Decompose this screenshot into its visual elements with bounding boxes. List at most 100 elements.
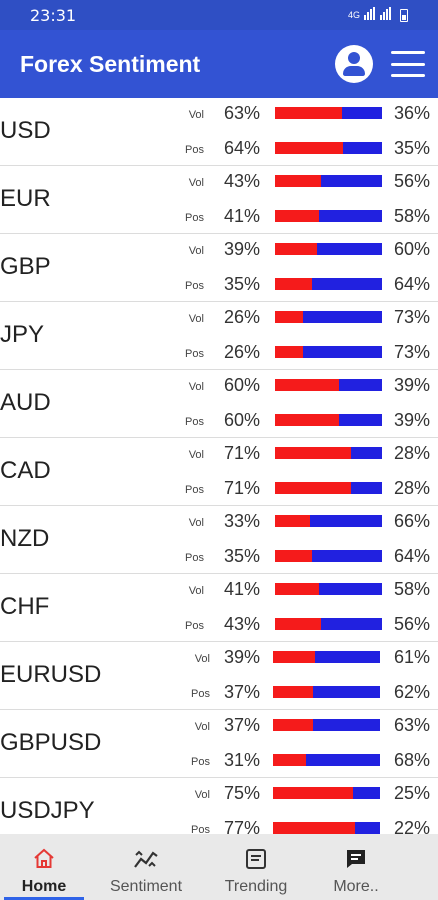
app-bar: Forex Sentiment [0, 30, 438, 98]
currency-name: CHF [0, 593, 50, 620]
pos-sentiment-bar [275, 482, 382, 494]
status-icons: 4G [348, 7, 408, 23]
pos-label: Pos [185, 552, 204, 564]
vol-long-percent: 39% [224, 239, 261, 259]
vol-label: Vol [188, 177, 204, 189]
pos-long-percent: 35% [224, 274, 261, 294]
currency-row[interactable]: AUD Vol 60% 39% Pos 60% 39% [0, 370, 438, 438]
vol-sentiment-bar [273, 787, 380, 799]
volume-line: Vol 33% 66% [0, 511, 438, 533]
vol-long-fill [275, 515, 311, 527]
pos-sentiment-bar [273, 754, 380, 766]
pos-label: Pos [185, 348, 204, 360]
vol-long-percent: 60% [224, 375, 261, 395]
pos-sentiment-bar [275, 346, 382, 358]
volume-line: Vol 63% 36% [0, 103, 438, 125]
volume-line: Vol 60% 39% [0, 375, 438, 397]
volume-line: Vol 37% 63% [0, 715, 438, 737]
currency-row[interactable]: JPY Vol 26% 73% Pos 26% 73% [0, 302, 438, 370]
vol-label: Vol [188, 585, 204, 597]
vol-long-percent: 63% [224, 103, 261, 123]
pos-long-fill [273, 754, 307, 766]
pos-long-percent: 35% [224, 546, 261, 566]
currency-row[interactable]: EURUSD Vol 39% 61% Pos 37% 62% [0, 642, 438, 710]
pos-long-fill [275, 142, 344, 154]
pos-label: Pos [185, 620, 204, 632]
vol-sentiment-bar [275, 447, 382, 459]
vol-sentiment-bar [275, 175, 382, 187]
position-line: Pos 43% 56% [0, 614, 438, 636]
currency-row[interactable]: GBPUSD Vol 37% 63% Pos 31% 68% [0, 710, 438, 778]
pos-long-percent: 26% [224, 342, 261, 362]
vol-sentiment-bar [275, 379, 382, 391]
pos-long-fill [275, 414, 340, 426]
pos-sentiment-bar [275, 142, 382, 154]
currency-name: EUR [0, 185, 51, 212]
nav-trending[interactable]: Trending [204, 834, 308, 900]
bottom-nav: Home Sentiment Trending More.. [0, 834, 438, 900]
nav-sentiment-label: Sentiment [109, 878, 183, 895]
pos-long-fill [273, 686, 313, 698]
position-line: Pos 71% 28% [0, 478, 438, 500]
position-line: Pos 35% 64% [0, 546, 438, 568]
vol-long-fill [275, 175, 321, 187]
currency-row[interactable]: USDJPY Vol 75% 25% Pos 77% 22% [0, 778, 438, 834]
battery-icon [400, 8, 408, 22]
currency-name: GBP [0, 253, 51, 280]
pos-sentiment-bar [275, 618, 382, 630]
currency-row[interactable]: NZD Vol 33% 66% Pos 35% 64% [0, 506, 438, 574]
sentiment-list[interactable]: USD Vol 63% 36% Pos 64% 35% EUR Vol 43% … [0, 98, 438, 834]
vol-sentiment-bar [275, 515, 382, 527]
pos-short-percent: 62% [394, 682, 431, 702]
position-line: Pos 64% 35% [0, 138, 438, 160]
volume-line: Vol 75% 25% [0, 783, 438, 805]
vol-short-percent: 56% [394, 171, 431, 191]
pos-short-percent: 64% [394, 546, 431, 566]
currency-row[interactable]: EUR Vol 43% 56% Pos 41% 58% [0, 166, 438, 234]
currency-name: CAD [0, 457, 51, 484]
signal-icon [364, 7, 376, 23]
pos-short-percent: 68% [394, 750, 431, 770]
nav-home[interactable]: Home [0, 834, 88, 900]
currency-row[interactable]: USD Vol 63% 36% Pos 64% 35% [0, 98, 438, 166]
vol-long-fill [275, 311, 303, 323]
currency-name: NZD [0, 525, 50, 552]
app-title: Forex Sentiment [20, 50, 201, 77]
vol-label: Vol [188, 313, 204, 325]
pos-label: Pos [185, 212, 204, 224]
pos-label: Pos [191, 824, 210, 834]
currency-row[interactable]: GBP Vol 39% 60% Pos 35% 64% [0, 234, 438, 302]
pos-long-fill [275, 278, 313, 290]
hamburger-menu-icon[interactable] [391, 51, 425, 77]
currency-row[interactable]: CAD Vol 71% 28% Pos 71% 28% [0, 438, 438, 506]
currency-row[interactable]: CHF Vol 41% 58% Pos 43% 56% [0, 574, 438, 642]
vol-long-fill [273, 651, 315, 663]
pos-short-percent: 56% [394, 614, 431, 634]
vol-long-fill [275, 243, 317, 255]
network-type-label: 4G [347, 10, 360, 20]
pos-long-percent: 64% [224, 138, 261, 158]
pos-short-percent: 64% [394, 274, 431, 294]
vol-label: Vol [194, 721, 210, 733]
vol-short-percent: 63% [394, 715, 431, 735]
vol-long-percent: 41% [224, 579, 261, 599]
vol-short-percent: 61% [394, 647, 431, 667]
pos-sentiment-bar [275, 414, 382, 426]
nav-more-label: More.. [333, 878, 379, 895]
vol-short-percent: 58% [394, 579, 431, 599]
pos-long-percent: 31% [224, 750, 261, 770]
nav-sentiment[interactable]: Sentiment [88, 834, 204, 900]
pos-sentiment-bar [275, 550, 382, 562]
pos-long-fill [275, 346, 303, 358]
vol-label: Vol [188, 381, 204, 393]
vol-long-percent: 71% [224, 443, 261, 463]
vol-long-percent: 37% [224, 715, 261, 735]
pos-sentiment-bar [275, 210, 382, 222]
nav-more[interactable]: More.. [308, 834, 404, 900]
vol-long-percent: 33% [224, 511, 261, 531]
account-icon[interactable] [335, 45, 373, 83]
vol-long-fill [273, 787, 354, 799]
vol-long-fill [275, 583, 319, 595]
vol-long-percent: 26% [224, 307, 261, 327]
pos-long-fill [273, 822, 356, 834]
